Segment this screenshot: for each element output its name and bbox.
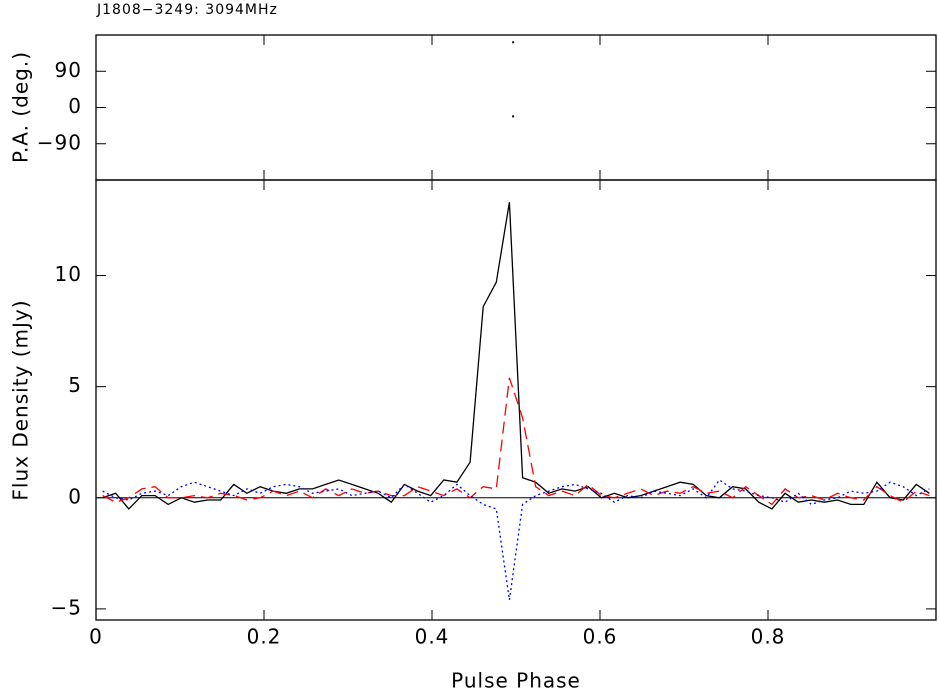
y-tick-label: 90 — [55, 58, 82, 82]
x-tick-label: 0.6 — [583, 625, 618, 649]
y-axis-label: P.A. (deg.) — [9, 51, 33, 163]
x-tick-label: 0.2 — [247, 625, 282, 649]
profile-line — [102, 202, 930, 510]
plot-frame — [95, 179, 937, 621]
pa-point — [512, 41, 515, 44]
y-tick-label: 0 — [68, 484, 82, 508]
pa-point — [512, 115, 515, 118]
y-tick-label: −90 — [37, 130, 82, 154]
y-tick-label: 0 — [68, 94, 82, 118]
x-tick-label: 0.8 — [751, 625, 786, 649]
x-tick-label: 0 — [89, 625, 103, 649]
x-axis-label: Pulse Phase — [451, 669, 581, 693]
chart-title: J1808−3249: 3094MHz — [96, 2, 278, 18]
plot-frame — [95, 34, 937, 181]
y-axis-label: Flux Density (mJy) — [9, 299, 33, 500]
profile-line — [102, 377, 930, 506]
y-tick-label: −5 — [51, 595, 82, 619]
x-tick-label: 0.4 — [415, 625, 450, 649]
y-tick-label: 5 — [68, 373, 82, 397]
y-tick-label: 10 — [55, 262, 82, 286]
